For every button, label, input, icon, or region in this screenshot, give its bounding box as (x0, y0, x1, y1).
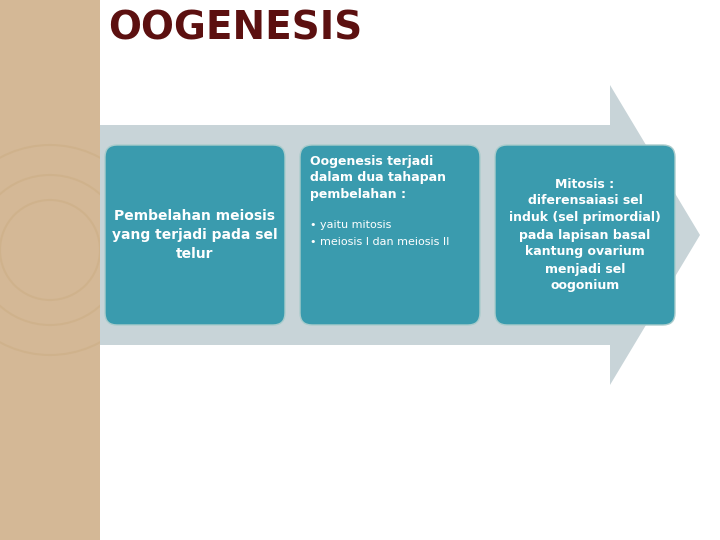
Text: Oogenesis terjadi
dalam dua tahapan
pembelahan :: Oogenesis terjadi dalam dua tahapan pemb… (310, 155, 446, 201)
FancyBboxPatch shape (105, 145, 285, 325)
Text: Mitosis :
diferensaiasi sel
induk (sel primordial)
pada lapisan basal
kantung ov: Mitosis : diferensaiasi sel induk (sel p… (509, 178, 661, 293)
Polygon shape (100, 85, 700, 385)
FancyBboxPatch shape (495, 145, 675, 325)
Text: • meiosis I dan meiosis II: • meiosis I dan meiosis II (310, 237, 449, 247)
Text: Pembelahan meiosis
yang terjadi pada sel
telur: Pembelahan meiosis yang terjadi pada sel… (112, 208, 278, 261)
FancyBboxPatch shape (300, 145, 480, 325)
Bar (0, 0, 100, 540)
Text: OOGENESIS: OOGENESIS (108, 10, 362, 48)
Text: • yaitu mitosis: • yaitu mitosis (310, 220, 392, 230)
